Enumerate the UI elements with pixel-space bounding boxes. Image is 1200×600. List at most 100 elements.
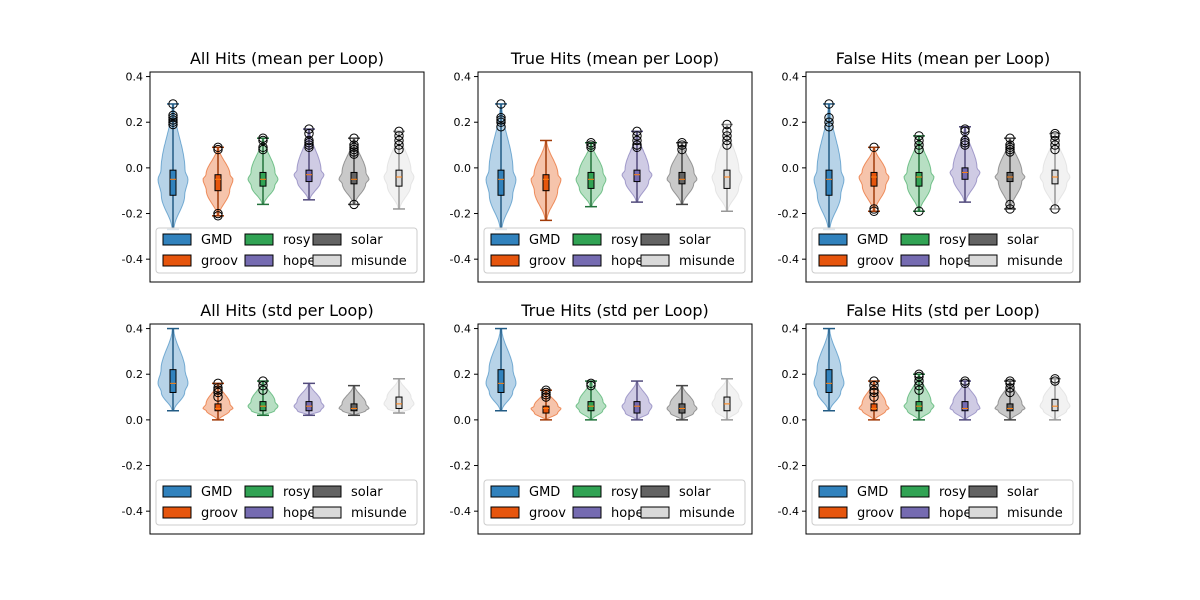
- legend-swatch-groov: [818, 254, 848, 267]
- violin-hope: [949, 124, 981, 203]
- legend-frame: [155, 227, 418, 274]
- y-tick-label: -0.4: [778, 505, 799, 518]
- outlier-point: [1050, 131, 1060, 141]
- legend-swatch-solar: [968, 233, 998, 246]
- y-tick-label: 0.4: [454, 323, 472, 336]
- y-tick-label: 0.0: [782, 414, 800, 427]
- legend-label-solar: solar: [679, 233, 711, 248]
- legend-label-groov: groov: [529, 254, 566, 269]
- legend-swatch-GMD: [490, 233, 520, 246]
- outlier-point: [213, 144, 223, 155]
- legend-label-solar: solar: [1007, 233, 1039, 248]
- outlier-point: [258, 385, 268, 395]
- legend-swatch-rosy: [900, 233, 930, 246]
- outlier-point: [869, 376, 879, 386]
- violin-solar: [666, 138, 698, 206]
- violin-GMD: [157, 327, 189, 412]
- box: [870, 403, 878, 412]
- violin-misunde: [1039, 128, 1071, 214]
- outlier-point: [1050, 144, 1060, 155]
- y-tick-label: 0.2: [454, 116, 472, 129]
- box: [214, 403, 222, 412]
- outlier-point: [1005, 140, 1015, 150]
- legend-label-groov: groov: [201, 506, 238, 521]
- y-tick-label: 0.2: [782, 368, 800, 381]
- outlier-point: [869, 387, 879, 398]
- legend: GMD groov rosy hope solar misunde: [811, 479, 1074, 526]
- legend-label-groov: groov: [857, 506, 894, 521]
- legend-label-groov: groov: [201, 254, 238, 269]
- axes-frame: [149, 71, 425, 283]
- subplot-5: True Hits (std per Loop) -0.4 -0.2 0.0 0.2 0.…: [450, 301, 753, 535]
- legend-frame: [811, 479, 1074, 526]
- legend-label-solar: solar: [679, 485, 711, 500]
- legend-label-solar: solar: [351, 233, 383, 248]
- outlier-point: [677, 144, 687, 155]
- legend-label-rosy: rosy: [611, 233, 639, 248]
- legend-swatch-solar: [968, 485, 998, 498]
- legend-label-misunde: misunde: [351, 506, 407, 521]
- legend-swatch-rosy: [244, 233, 274, 246]
- axes-frame: [477, 71, 753, 283]
- legend-label-GMD: GMD: [201, 485, 232, 500]
- violin-misunde: [711, 378, 743, 421]
- legend-frame: [155, 479, 418, 526]
- outlier-point: [258, 142, 268, 153]
- box: [961, 401, 969, 412]
- legend-label-misunde: misunde: [1007, 254, 1063, 269]
- legend-swatch-hope: [572, 506, 602, 519]
- legend-swatch-solar: [640, 233, 670, 246]
- legend: GMD groov rosy hope solar misunde: [155, 227, 418, 274]
- axes-frame: [805, 71, 1081, 283]
- outlier-point: [632, 140, 642, 150]
- legend-swatch-misunde: [640, 506, 670, 519]
- outlier-point: [496, 122, 506, 132]
- y-tick-label: -0.2: [122, 460, 143, 473]
- legend-label-misunde: misunde: [679, 254, 735, 269]
- legend-swatch-solar: [312, 485, 342, 498]
- box: [350, 171, 358, 185]
- subplot-2: True Hits (mean per Loop) -0.4 -0.2 0.0 0.2 0…: [450, 49, 753, 283]
- outlier-point: [349, 142, 359, 153]
- legend-swatch-misunde: [640, 254, 670, 267]
- outlier-point: [394, 135, 404, 146]
- box: [870, 171, 878, 187]
- violin-rosy: [247, 133, 279, 206]
- violin-groov: [202, 378, 234, 421]
- legend-label-GMD: GMD: [529, 233, 560, 248]
- outlier-point: [1005, 376, 1015, 386]
- violin-rosy: [247, 376, 279, 417]
- outlier-point: [168, 99, 178, 109]
- outlier-point: [394, 131, 404, 141]
- box: [1051, 398, 1059, 412]
- outlier-point: [213, 392, 223, 402]
- outlier-point: [213, 142, 223, 153]
- subplot-title: False Hits (std per Loop): [846, 301, 1040, 320]
- box: [305, 169, 313, 183]
- outlier-point: [914, 371, 924, 382]
- outlier-point: [213, 211, 223, 221]
- legend-swatch-solar: [312, 233, 342, 246]
- outlier-point: [914, 131, 924, 141]
- box: [497, 369, 505, 393]
- outlier-point: [824, 122, 834, 132]
- outlier-point: [541, 387, 551, 398]
- legend-label-GMD: GMD: [529, 485, 560, 500]
- outlier-point: [213, 378, 223, 389]
- box: [825, 369, 833, 393]
- outlier-point: [1005, 378, 1015, 389]
- legend-swatch-groov: [490, 254, 520, 267]
- y-tick-label: 0.2: [454, 368, 472, 381]
- outlier-point: [722, 135, 732, 146]
- outlier-point: [632, 131, 642, 141]
- subplot-title: True Hits (mean per Loop): [510, 49, 719, 68]
- outlier-point: [394, 140, 404, 150]
- y-tick-label: 0.0: [454, 414, 472, 427]
- box: [497, 169, 505, 196]
- legend-label-misunde: misunde: [679, 506, 735, 521]
- violin-hope: [949, 376, 981, 421]
- subplot-title: True Hits (std per Loop): [520, 301, 709, 320]
- outlier-point: [1005, 199, 1015, 210]
- outlier-point: [304, 128, 314, 139]
